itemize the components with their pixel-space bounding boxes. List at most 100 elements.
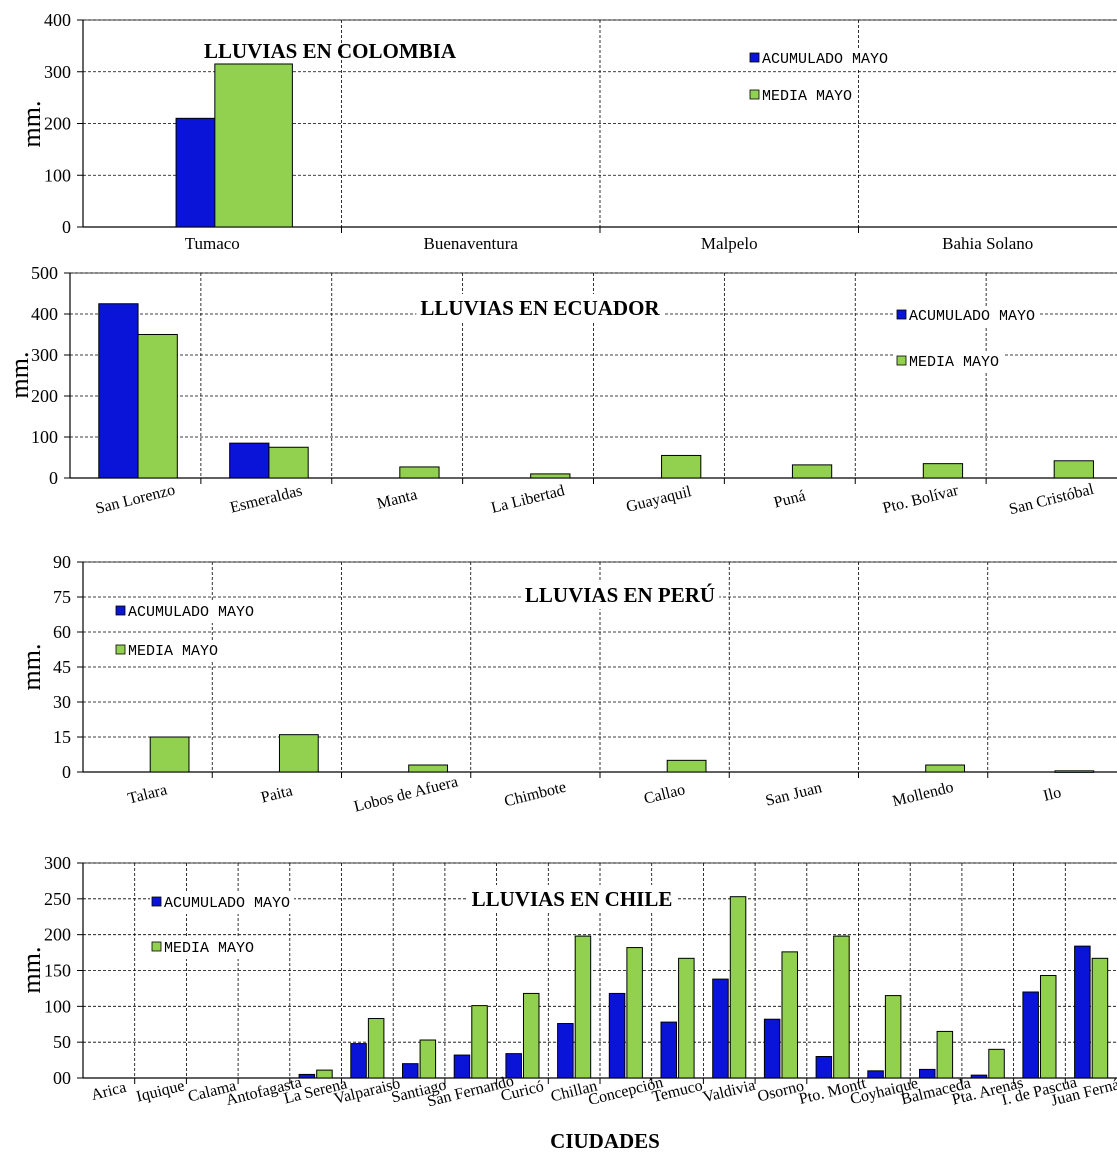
- bar-media-mayo-juan-fernan: [1091, 957, 1109, 1079]
- y-axis-label: mm.: [5, 352, 34, 399]
- y-tick-label: 200: [31, 386, 58, 406]
- bar-acumulado-mayo-chillan: [557, 1023, 574, 1079]
- y-tick-label: 50: [53, 1032, 71, 1052]
- category-label: Pto. Bolívar: [881, 482, 961, 517]
- legend-swatch: [151, 896, 162, 907]
- category-label: Malpelo: [701, 234, 758, 253]
- bar-media-mayo-pto-montt: [833, 935, 850, 1079]
- bar-media-mayo-callao: [666, 759, 707, 773]
- y-tick-label: 0: [62, 217, 71, 237]
- bar-media-mayo-mollendo: [925, 764, 965, 773]
- y-tick-label: 300: [31, 345, 58, 365]
- bar-media-mayo-curico: [522, 992, 540, 1079]
- bar-acumulado-mayo-esmeraldas: [229, 442, 270, 479]
- category-label: Talara: [126, 781, 169, 807]
- legend-label: MEDIA MAYO: [128, 643, 218, 660]
- category-label: San Cristóbal: [1007, 481, 1096, 519]
- y-tick-label: 90: [53, 552, 71, 572]
- bar-media-mayo-la-libertad: [530, 473, 571, 479]
- legend-label: ACUMULADO MAYO: [762, 51, 888, 68]
- bar-media-mayo-pta-arenas: [988, 1048, 1005, 1079]
- bar-acumulado-mayo-san-lorenzo: [98, 303, 139, 479]
- legend-label: ACUMULADO MAYO: [909, 308, 1035, 325]
- bar-media-mayo-valdivia: [729, 896, 747, 1079]
- bar-media-mayo-pto-bolivar: [922, 463, 964, 479]
- bar-media-mayo-puna: [791, 464, 833, 479]
- y-tick-label: 00: [53, 1068, 71, 1088]
- bar-acumulado-mayo-san-fernando: [453, 1054, 471, 1079]
- y-tick-label: 400: [44, 10, 71, 30]
- bar-media-mayo-guayaquil: [661, 454, 702, 479]
- y-tick-label: 250: [44, 889, 71, 909]
- y-tick-label: 75: [53, 587, 71, 607]
- legend-swatch: [749, 89, 760, 100]
- chart-title: LLUVIAS EN COLOMBIA: [204, 39, 457, 63]
- bar-acumulado-mayo-balmaceda: [919, 1068, 936, 1079]
- legend-swatch: [115, 644, 126, 655]
- title-background: [416, 294, 665, 322]
- category-label: Iquique: [135, 1077, 187, 1105]
- bar-media-mayo-san-fernando: [471, 1005, 488, 1079]
- category-label: Guayaquil: [624, 483, 693, 516]
- legend-background: [895, 306, 1040, 327]
- y-axis-label: mm.: [17, 644, 46, 691]
- legend-label: MEDIA MAYO: [909, 354, 999, 371]
- category-label: Buenaventura: [424, 234, 519, 253]
- bar-acumulado-mayo-valdivia: [712, 978, 729, 1079]
- bar-acumulado-mayo-pta-arenas: [970, 1074, 988, 1079]
- category-label: San Juan: [764, 779, 824, 809]
- bar-media-mayo-balmaceda: [936, 1030, 954, 1079]
- bar-acumulado-mayo-la-serena: [298, 1073, 316, 1079]
- legend-label: MEDIA MAYO: [164, 940, 254, 957]
- bar-acumulado-mayo-concepcion: [608, 992, 626, 1079]
- y-axis-label: mm.: [17, 947, 46, 994]
- legend-background: [150, 893, 295, 914]
- bar-media-mayo-osorno: [781, 951, 798, 1079]
- legend-background: [150, 938, 259, 959]
- legend-background: [748, 49, 893, 70]
- legend-swatch: [151, 941, 162, 952]
- legend-swatch: [115, 605, 126, 616]
- bar-media-mayo-temuco: [678, 957, 695, 1079]
- y-tick-label: 200: [44, 925, 71, 945]
- bar-acumulado-mayo-pto-montt: [815, 1056, 833, 1079]
- y-tick-label: 0: [62, 762, 71, 782]
- category-label: Tumaco: [185, 234, 240, 253]
- category-label: San Lorenzo: [94, 481, 177, 517]
- y-tick-label: 400: [31, 304, 58, 324]
- category-label: Bahia Solano: [942, 234, 1033, 253]
- category-label: Mollendo: [891, 779, 955, 811]
- chart-ecuador: 0 100 200 300 400 500 San Lorenzo Esmeraldas Man…: [5, 263, 1117, 518]
- y-axis-label: mm.: [17, 101, 46, 148]
- y-tick-label: 300: [44, 62, 71, 82]
- y-tick-label: 300: [44, 853, 71, 873]
- category-label: Puná: [772, 487, 807, 511]
- bar-media-mayo-la-serena: [316, 1069, 333, 1079]
- category-label: Callao: [642, 781, 687, 808]
- y-tick-label: 500: [31, 263, 58, 283]
- bar-acumulado-mayo-temuco: [660, 1021, 678, 1079]
- y-tick-label: 100: [31, 427, 58, 447]
- category-label: La Libertad: [489, 482, 566, 517]
- y-tick-label: 100: [44, 996, 71, 1016]
- legend-background: [114, 602, 259, 623]
- bar-media-mayo-san-lorenzo: [137, 334, 178, 479]
- category-label: Chimbote: [503, 779, 568, 811]
- y-tick-label: 60: [53, 622, 71, 642]
- bar-acumulado-mayo-osorno: [763, 1018, 781, 1079]
- category-label: Manta: [375, 486, 419, 512]
- bar-media-mayo-i-de-pascua: [1039, 975, 1057, 1079]
- category-label: Esmeraldas: [228, 482, 304, 516]
- bar-media-mayo-valparaiso: [367, 1018, 385, 1079]
- legend-swatch: [749, 52, 760, 63]
- category-label: Arica: [89, 1079, 128, 1104]
- category-label: Ilo: [1042, 784, 1063, 805]
- y-tick-label: 45: [53, 657, 71, 677]
- chart-colombia: 0 100 200 300 400 Tumaco Buenaventura Malpelo Ba…: [17, 10, 1117, 253]
- bar-acumulado-mayo-i-de-pascua: [1022, 991, 1039, 1079]
- chart-title: LLUVIAS EN PERÚ: [525, 583, 715, 607]
- category-label: Lobos de Afuera: [352, 773, 460, 815]
- title-background: [520, 581, 720, 609]
